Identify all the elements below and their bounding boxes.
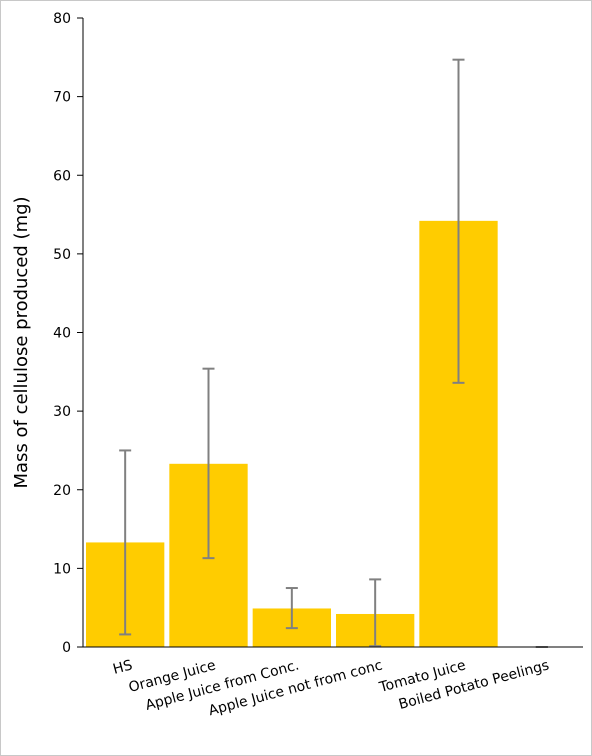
- x-tick-label: HS: [111, 657, 134, 678]
- y-tick-label: 70: [53, 90, 71, 106]
- y-axis: 0 10 20 30 40 50 60 70 80: [53, 11, 84, 656]
- error-bar: [285, 587, 298, 630]
- y-tick-label: 10: [53, 561, 71, 577]
- y-tick-label: 30: [53, 404, 71, 420]
- y-tick-label: 80: [53, 11, 71, 27]
- y-axis-title: Mass of cellulose produced (mg): [11, 196, 32, 488]
- error-bar: [452, 58, 465, 384]
- error-bar: [202, 367, 215, 560]
- y-tick-label: 40: [53, 326, 71, 342]
- error-bar: [119, 449, 132, 636]
- y-tick-label: 60: [53, 168, 71, 184]
- y-tick-label: 0: [62, 640, 71, 656]
- error-bar: [369, 578, 382, 648]
- y-tick-label: 50: [53, 247, 71, 263]
- bars: [86, 220, 581, 648]
- y-tick-label: 20: [53, 483, 71, 499]
